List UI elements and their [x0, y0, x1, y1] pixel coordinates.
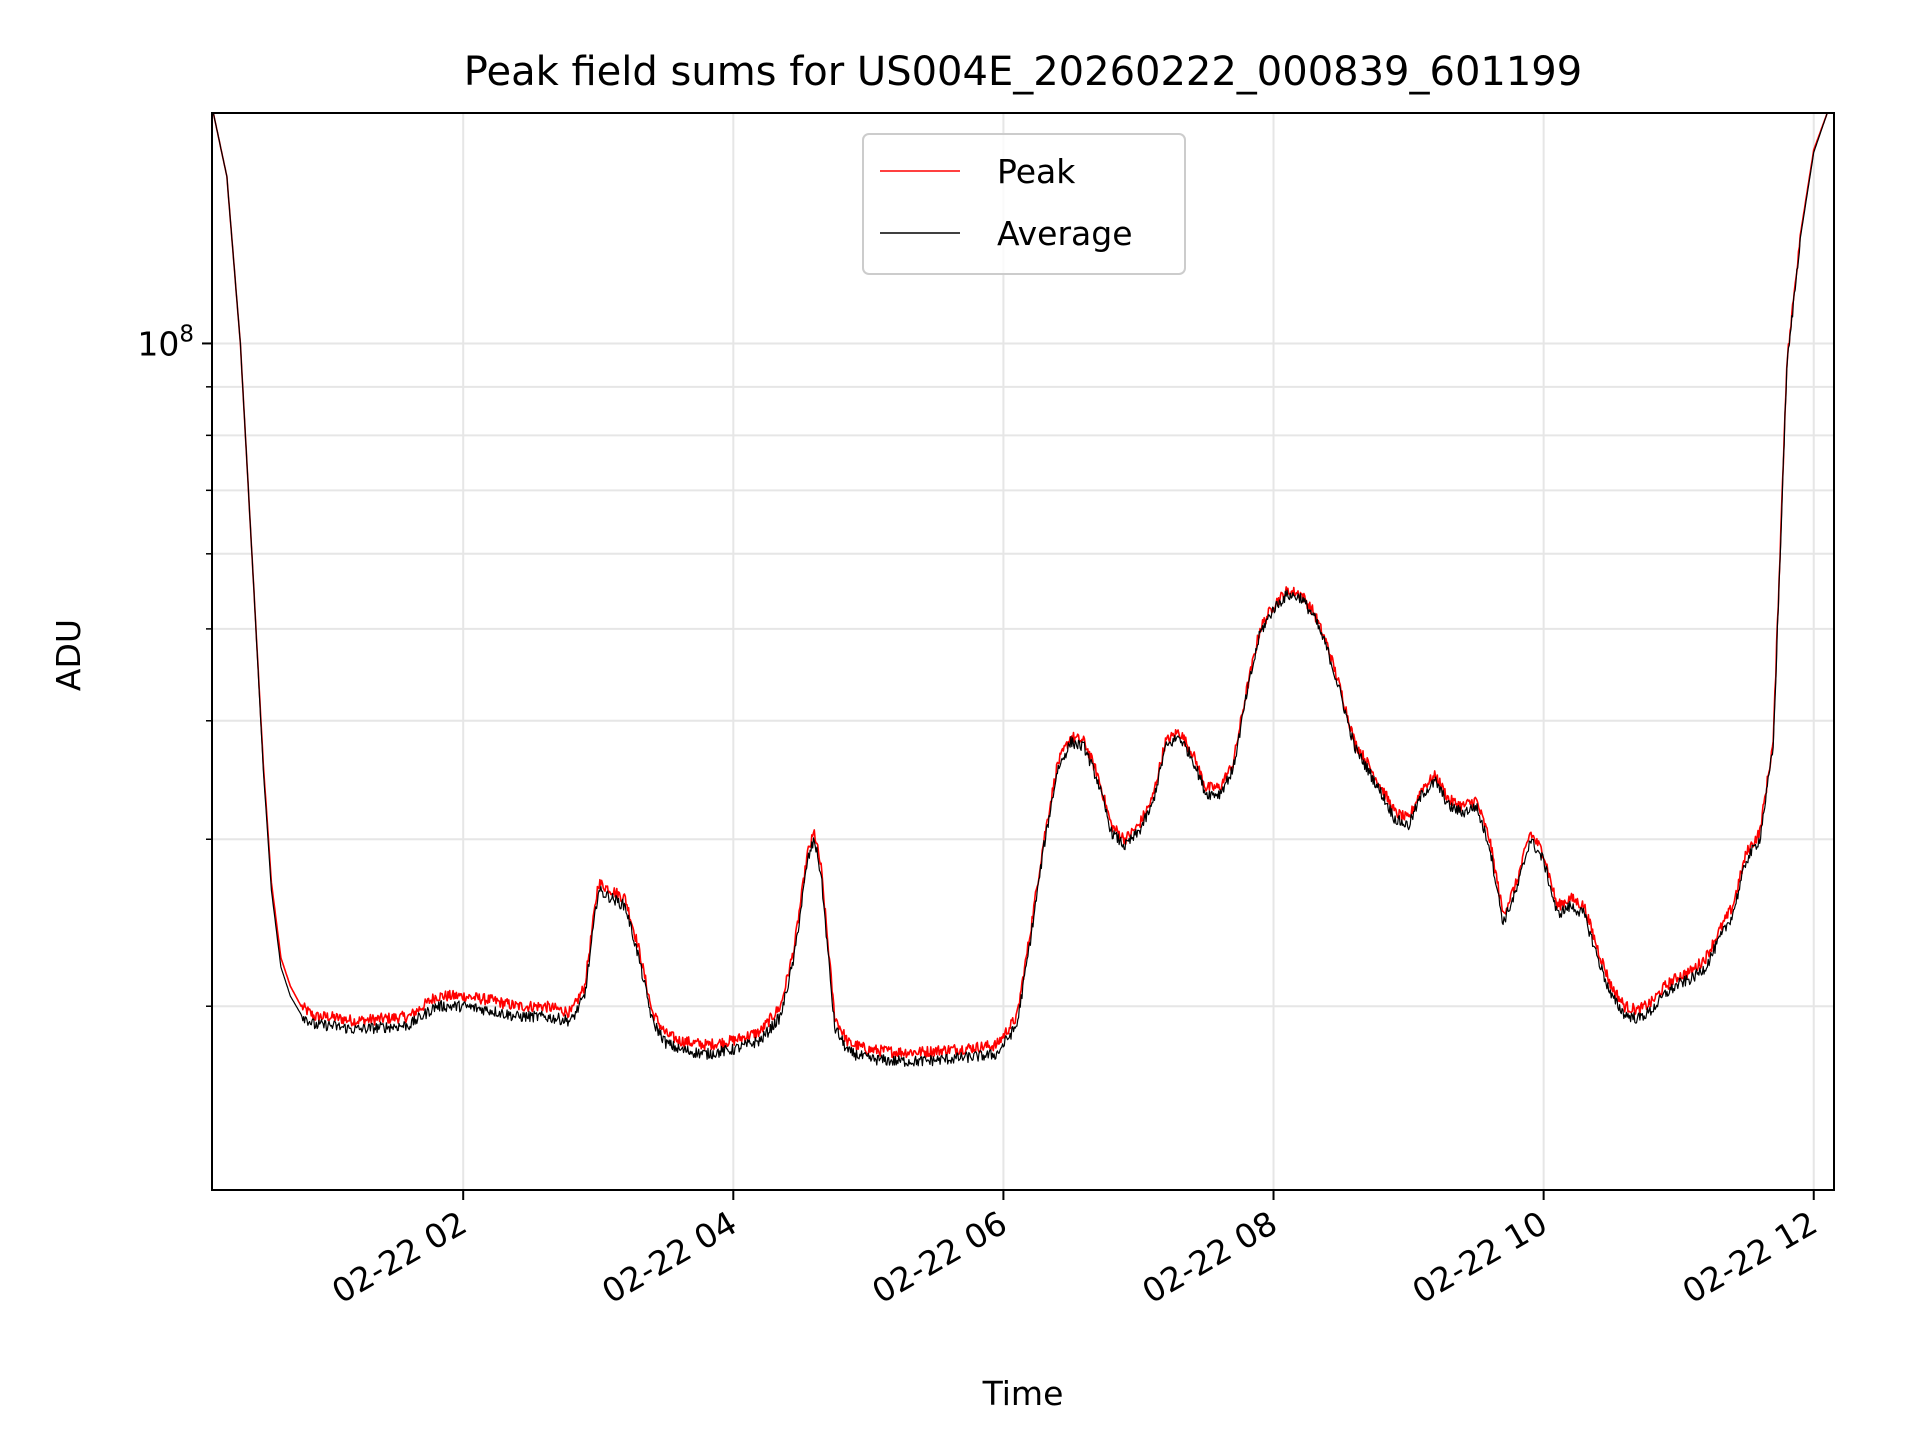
- legend-box: [862, 133, 1186, 275]
- average-series-line: [212, 112, 1828, 1067]
- y-axis-label: ADU: [49, 619, 88, 691]
- peak-series-line: [212, 112, 1828, 1059]
- legend-peak-label: Peak: [997, 152, 1076, 191]
- chart-title: Peak field sums for US004E_20260222_0008…: [464, 49, 1582, 95]
- y-tick-label: 108: [137, 321, 194, 363]
- series-layer: [212, 112, 1828, 1067]
- grid-layer: [212, 113, 1834, 1190]
- x-axis-label: Time: [982, 1374, 1064, 1413]
- axes-frame: [211, 112, 1835, 1191]
- legend: Peak Average: [862, 133, 1186, 275]
- y-tick-label-base: 10: [137, 324, 179, 363]
- legend-average-label: Average: [997, 214, 1133, 253]
- y-tick-label-exponent: 8: [179, 321, 194, 347]
